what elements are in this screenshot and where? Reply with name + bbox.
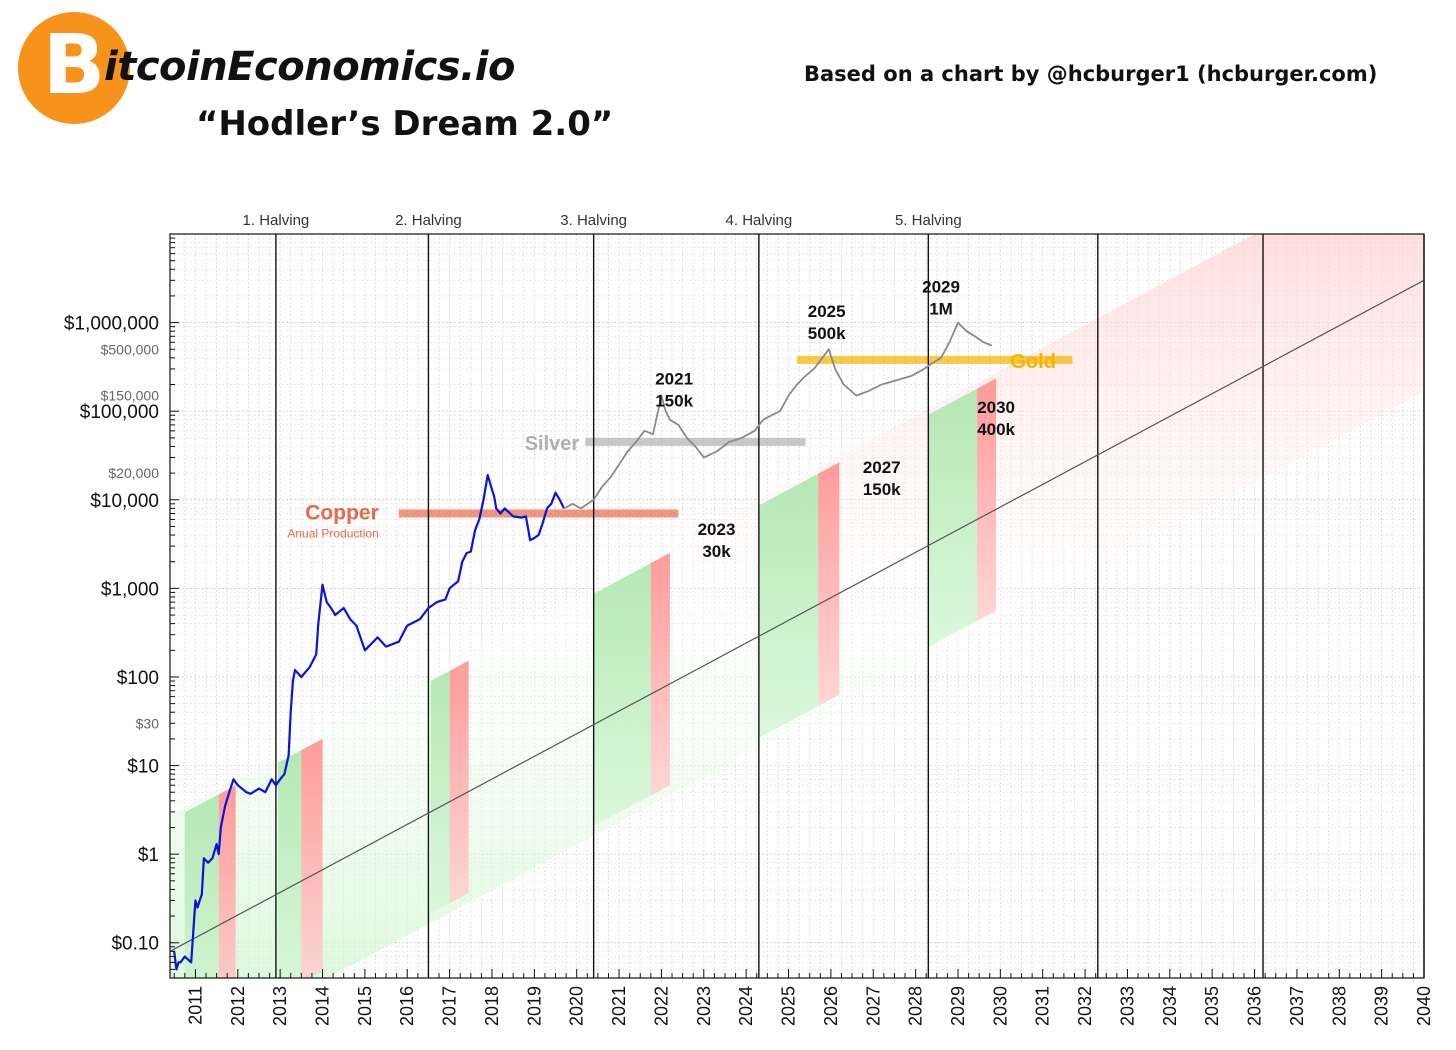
x-tick-label: 2015 — [355, 986, 375, 1026]
x-tick-label: 2024 — [736, 986, 756, 1026]
annotation-value: 150k — [655, 392, 693, 411]
x-tick-label: 2017 — [440, 986, 460, 1026]
annotation-year: 2021 — [655, 370, 693, 389]
y-tick-label: $10 — [127, 757, 159, 778]
y-tick-label: $1 — [138, 845, 159, 866]
trend-line — [170, 279, 1424, 952]
y-tick-label: $1,000,000 — [64, 314, 159, 335]
attribution: Based on a chart by @hcburger1 (hcburger… — [804, 62, 1378, 86]
plot-frame — [169, 233, 1425, 979]
trend-line-path — [170, 279, 1424, 952]
y-tick-label: $100 — [117, 668, 159, 689]
annotation-value: 30k — [702, 542, 731, 561]
green-cycle-zone — [593, 563, 651, 827]
red-cycle-zone — [977, 378, 997, 622]
x-tick-label: 2011 — [185, 986, 205, 1025]
brand-name: itcoinEconomics.io — [104, 44, 515, 90]
series-historical — [173, 474, 565, 971]
labels: 1. Halving 2. Halving 3. Halving 4. Halving… — [64, 212, 1434, 1026]
x-tick-label: 2023 — [694, 986, 714, 1026]
x-tick-label: 2028 — [906, 986, 926, 1026]
x-tick-label: 2035 — [1202, 986, 1222, 1026]
x-tick-label: 2025 — [779, 986, 799, 1026]
x-tick-label: 2040 — [1414, 986, 1434, 1026]
halving-label: 1. Halving — [243, 212, 310, 229]
green-cycle-zone — [928, 388, 978, 648]
series-projection — [563, 321, 993, 510]
green-cycle-zone — [430, 670, 450, 914]
annotation-value: 400k — [977, 420, 1015, 439]
red-cycle-zone — [218, 785, 236, 978]
chart-title: “Hodler’s Dream 2.0” — [196, 104, 614, 144]
level-label-gold: Gold — [1010, 351, 1056, 373]
logo-glyph: B — [42, 18, 106, 113]
x-tick-label: 2031 — [1033, 986, 1053, 1026]
x-tick-label: 2029 — [948, 986, 968, 1026]
green-cycle-zone — [278, 750, 302, 978]
y-tick-label-minor: $20,000 — [108, 465, 159, 481]
x-tick-label: 2016 — [397, 986, 417, 1026]
y-tick-label: $10,000 — [90, 491, 159, 512]
trend-band — [170, 234, 1424, 978]
x-tick-label: 2021 — [609, 986, 629, 1026]
price-series — [173, 321, 993, 971]
x-tick-label: 2014 — [313, 986, 333, 1026]
bitcoin-logo-icon: B — [18, 12, 130, 124]
y-tick-label-minor: $30 — [136, 715, 160, 731]
halving-lines — [275, 234, 1425, 978]
annotation-value: 1M — [929, 299, 953, 318]
axes — [169, 233, 1425, 979]
green-cycle-zone — [758, 473, 819, 738]
level-label-silver: Silver — [525, 433, 580, 455]
halving-label: 2. Halving — [395, 212, 462, 229]
level-label-copper: Copper — [305, 502, 379, 525]
annotation-year: 2027 — [863, 458, 901, 477]
halving-label: 5. Halving — [895, 212, 962, 229]
red-cycle-zone — [449, 660, 469, 904]
annotation-year: 2025 — [808, 302, 846, 321]
level-sublabel: Anual Production — [287, 527, 378, 541]
x-tick-label: 2036 — [1245, 986, 1265, 1026]
halving-label: 3. Halving — [560, 212, 627, 229]
x-tick-label: 2027 — [863, 986, 883, 1026]
annotation-year: 2030 — [977, 398, 1015, 417]
red-cycle-zone — [301, 738, 323, 978]
x-tick-label: 2013 — [270, 986, 290, 1026]
x-tick-label: 2030 — [990, 986, 1010, 1026]
x-tick-label: 2032 — [1075, 986, 1095, 1026]
y-tick-label: $0.10 — [111, 934, 159, 955]
red-cycle-zone — [818, 462, 840, 707]
annotation-year: 2029 — [922, 277, 960, 296]
annotation-value: 150k — [863, 480, 901, 499]
y-tick-label-minor: $500,000 — [101, 341, 160, 357]
annotation-year: 2023 — [698, 520, 736, 539]
x-tick-label: 2037 — [1287, 986, 1307, 1026]
y-tick-label: $100,000 — [80, 402, 159, 423]
reference-levels — [398, 355, 1073, 518]
x-tick-label: 2018 — [482, 986, 502, 1026]
x-tick-label: 2012 — [228, 986, 248, 1026]
x-tick-label: 2020 — [567, 986, 587, 1026]
x-tick-label: 2034 — [1160, 986, 1180, 1026]
red-cycle-zone — [650, 552, 670, 796]
y-tick-label: $1,000 — [101, 579, 159, 600]
x-tick-label: 2022 — [651, 986, 671, 1026]
annotation-value: 500k — [808, 324, 846, 343]
x-tick-label: 2026 — [821, 986, 841, 1026]
x-tick-label: 2033 — [1117, 986, 1137, 1026]
halving-label: 4. Halving — [726, 212, 793, 229]
x-tick-label: 2039 — [1372, 986, 1392, 1026]
x-tick-label: 2038 — [1329, 986, 1349, 1026]
y-tick-label-minor: $150,000 — [101, 388, 160, 404]
x-tick-label: 2019 — [524, 986, 544, 1026]
